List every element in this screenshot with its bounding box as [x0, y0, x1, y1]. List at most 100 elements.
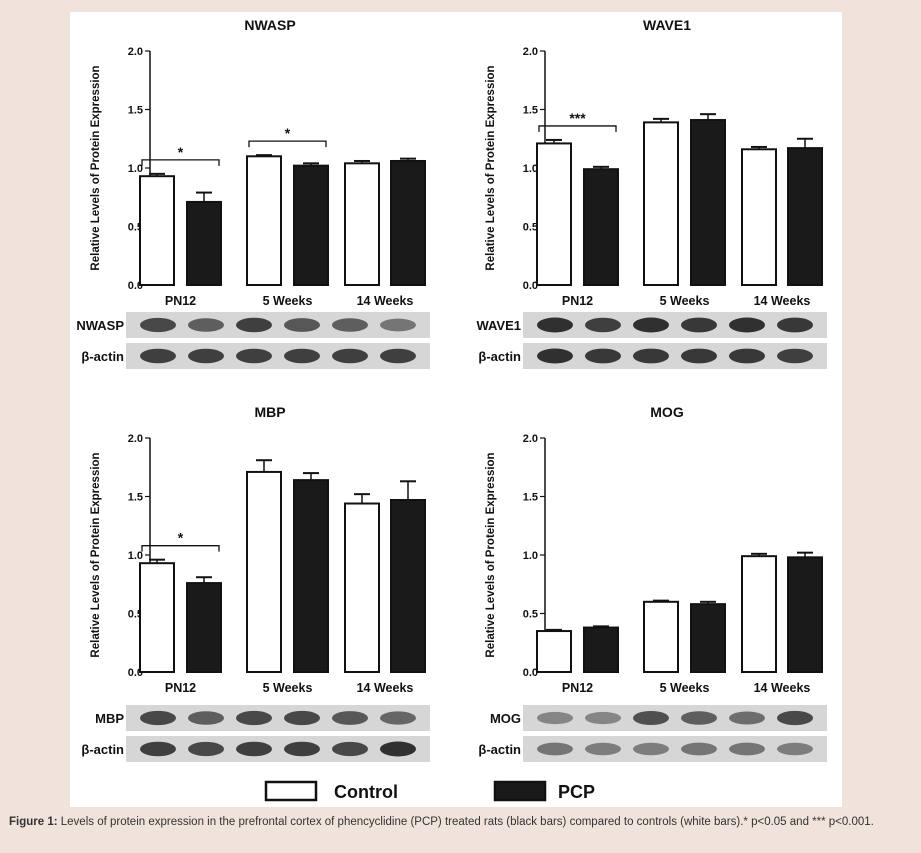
y-tick-label: 0.0 [523, 280, 538, 292]
figure-panel: NWASP Relative Levels of Protein Expressi… [70, 12, 842, 807]
significance-bracket [141, 545, 220, 552]
blot-band [537, 348, 573, 364]
chart-title: NWASP [244, 17, 295, 33]
y-tick-label: 2.0 [523, 433, 538, 445]
blot-band [537, 742, 573, 756]
y-tick-label: 2.0 [523, 46, 538, 58]
blot-strip [523, 343, 827, 369]
blot-strip [126, 343, 430, 369]
x-tick-label: 14 Weeks [357, 681, 414, 695]
y-tick-label: 1.0 [128, 163, 143, 175]
blot-band [284, 710, 320, 726]
blot-band [681, 317, 717, 333]
blot-band [188, 318, 224, 332]
blot-band [140, 741, 176, 757]
blot-band [380, 318, 416, 332]
blot-strip [126, 736, 430, 762]
bar-pcp [390, 499, 426, 674]
bar-pcp [690, 603, 726, 673]
bar-pcp [787, 556, 823, 673]
bar-control [536, 142, 572, 286]
bar-control [246, 155, 282, 286]
blot-band [284, 318, 320, 332]
bar-pcp [186, 200, 222, 286]
blot-label: MBP [95, 711, 124, 726]
blot-band [777, 742, 813, 756]
blot-band [633, 317, 669, 333]
chart-title: MOG [650, 404, 684, 420]
blot-band [380, 741, 416, 757]
blot-band [284, 741, 320, 757]
x-tick-label: 5 Weeks [660, 294, 710, 308]
bar-control [139, 562, 175, 673]
blot-band [332, 348, 368, 364]
chart-wave1: WAVE1 Relative Levels of Protein Expressi… [476, 17, 827, 369]
x-tick-label: PN12 [165, 681, 196, 695]
blot-strip [126, 705, 430, 731]
x-tick-label: 14 Weeks [754, 681, 811, 695]
y-axis-label: Relative Levels of Protein Expression [485, 452, 497, 657]
blot-band [777, 348, 813, 364]
legend-label-pcp: PCP [558, 782, 595, 802]
caption-text: Levels of protein expression in the pref… [60, 816, 874, 828]
blot-band [284, 348, 320, 364]
blot-band [188, 741, 224, 757]
bar-pcp [583, 168, 619, 286]
blot-band [380, 711, 416, 725]
bar-pcp [293, 479, 329, 674]
bar-control [741, 555, 777, 673]
blot-band [236, 710, 272, 726]
x-tick-label: 5 Weeks [263, 681, 313, 695]
y-axis-label: Relative Levels of Protein Expression [90, 65, 102, 270]
blot-band [585, 742, 621, 756]
y-tick-label: 2.0 [128, 46, 143, 58]
significance-bracket [248, 140, 327, 148]
blot-band [140, 710, 176, 726]
y-tick-label: 1.0 [128, 550, 143, 562]
chart-title: MBP [254, 404, 285, 420]
caption-label: Figure 1: [9, 816, 58, 828]
x-tick-label: PN12 [562, 681, 593, 695]
y-tick-label: 1.0 [523, 163, 538, 175]
bar-control [139, 175, 175, 286]
blot-band [777, 317, 813, 333]
y-tick-label: 1.5 [128, 492, 143, 504]
x-tick-label: 5 Weeks [660, 681, 710, 695]
bar-pcp [186, 582, 222, 673]
y-tick-label: 1.0 [523, 550, 538, 562]
y-tick-label: 0.5 [523, 609, 538, 621]
blot-band [633, 711, 669, 725]
y-tick-label: 1.5 [523, 492, 538, 504]
blot-label: β-actin [81, 349, 124, 364]
blot-band [585, 711, 621, 725]
x-tick-label: 14 Weeks [754, 294, 811, 308]
y-tick-label: 0.5 [523, 222, 538, 234]
y-tick-label: 2.0 [128, 433, 143, 445]
bar-pcp [293, 164, 329, 286]
chart-nwasp: NWASP Relative Levels of Protein Expressi… [76, 17, 430, 369]
bar-control [344, 162, 380, 287]
bar-pcp [690, 119, 726, 286]
blot-band [332, 711, 368, 725]
chart-mbp: MBP Relative Levels of Protein Expression… [81, 404, 430, 762]
blot-band [332, 318, 368, 332]
chart-title: WAVE1 [643, 17, 691, 33]
blot-strip [523, 312, 827, 338]
legend-swatch-control [264, 780, 318, 802]
blot-band [585, 348, 621, 364]
blot-band [681, 711, 717, 725]
blot-label: β-actin [81, 742, 124, 757]
blot-band [236, 317, 272, 333]
y-tick-label: 1.5 [523, 105, 538, 117]
chart-mog: MOG Relative Levels of Protein Expression… [478, 404, 827, 762]
bar-pcp [390, 159, 426, 286]
figure-canvas: NWASP Relative Levels of Protein Expressi… [76, 17, 827, 802]
blot-band [537, 317, 573, 333]
bar-control [741, 148, 777, 286]
x-tick-label: 5 Weeks [263, 294, 313, 308]
blot-band [236, 348, 272, 364]
bar-pcp [583, 626, 619, 673]
significance-label: * [285, 125, 291, 141]
blot-band [140, 348, 176, 364]
blot-band [633, 348, 669, 364]
